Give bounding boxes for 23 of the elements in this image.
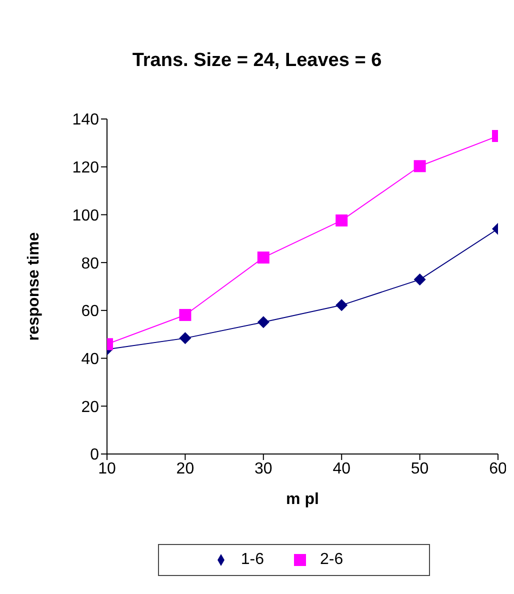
y-tick-label: 120 <box>72 160 100 177</box>
point <box>257 252 270 264</box>
x-tick-label: 10 <box>98 460 116 478</box>
legend-label: 2-6 <box>320 551 344 568</box>
x-tick-label: 40 <box>332 460 351 478</box>
point <box>336 299 348 312</box>
y-tick-label: 80 <box>81 255 100 272</box>
y-tick-label: 40 <box>81 350 100 368</box>
y-tick-label: 100 <box>72 207 100 224</box>
y-tick-label: 140 <box>72 112 100 129</box>
y-tick-label: 0 <box>90 446 100 464</box>
y-tick-label: 60 <box>81 303 100 320</box>
x-tick-label: 20 <box>176 460 194 478</box>
legend-label: 1-6 <box>240 551 264 568</box>
x-tick-label: 30 <box>254 460 272 478</box>
x-tick-label: 50 <box>410 460 429 478</box>
y-tick-label: 20 <box>81 398 100 416</box>
x-axis-title: m pl <box>286 491 319 508</box>
point <box>257 316 270 328</box>
y-axis-title: response time <box>26 232 43 341</box>
point <box>336 214 348 226</box>
chart-title: Trans. Size = 24, Leaves = 6 <box>131 50 383 72</box>
x-tick-label: 60 <box>489 460 507 478</box>
